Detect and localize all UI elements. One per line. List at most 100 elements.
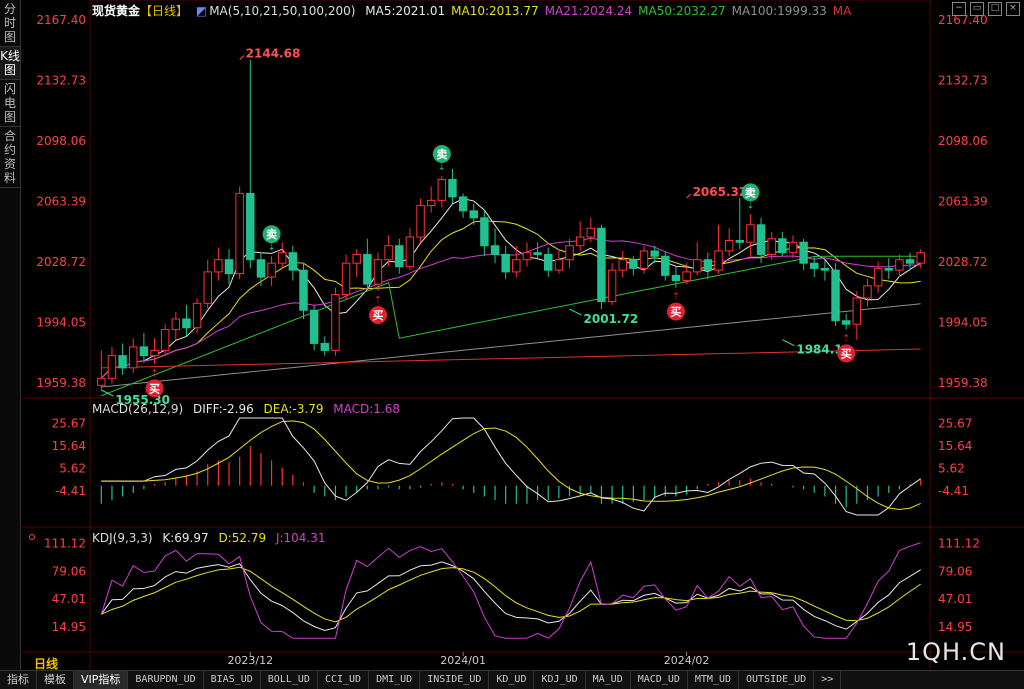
candle-body xyxy=(724,239,734,252)
chart-area[interactable]: 2167.40 2167.40 2132.73 2132.73 2098.06 2098.… xyxy=(20,0,1024,670)
candle-body xyxy=(905,259,915,264)
candle-body xyxy=(810,262,819,269)
indicator-tab-2[interactable]: VIP指标 xyxy=(74,671,129,689)
macd-diff: DIFF:-2.96 xyxy=(192,402,254,416)
sell-arrow-icon: ⇣ xyxy=(267,242,275,253)
kdj-tick-right: 14.95 xyxy=(938,620,972,634)
candle-body xyxy=(565,245,574,261)
macd-value: MACD:1.68 xyxy=(333,402,401,416)
candle-body xyxy=(863,285,872,299)
restore-icon[interactable]: ▭ xyxy=(970,2,984,16)
candle-body xyxy=(767,238,776,255)
kdj-tick-left: 79.06 xyxy=(52,564,86,578)
candle-body xyxy=(150,349,159,357)
indicator-tab-13[interactable]: MTM_UD xyxy=(688,671,739,689)
tab-flash-chart[interactable]: 闪电图 xyxy=(0,80,20,127)
indicator-tab-9[interactable]: KD_UD xyxy=(489,671,535,689)
maximize-icon[interactable]: □ xyxy=(988,2,1002,16)
ma-legend-item-1: MA10:2013.77 xyxy=(451,4,539,18)
sell-signal xyxy=(432,144,451,163)
candle-body xyxy=(692,259,702,273)
macd-tick-right: 15.64 xyxy=(938,439,972,453)
price-tick-left: 1959.38 xyxy=(36,376,86,390)
candle-body xyxy=(522,252,532,261)
candle-body xyxy=(895,259,904,271)
indicator-tab-8[interactable]: INSIDE_UD xyxy=(420,671,490,689)
window-controls: − ▭ □ × xyxy=(952,2,1020,16)
kdj-tick-right: 111.12 xyxy=(938,536,980,550)
date-label: 2023/12 xyxy=(227,654,273,667)
ma100-line xyxy=(101,303,921,388)
ma200-line xyxy=(101,348,921,369)
candle-body xyxy=(224,259,234,275)
price-tick-right: 2132.73 xyxy=(938,73,988,87)
sell-signal xyxy=(262,225,281,244)
sell-arrow-icon: ⇣ xyxy=(746,200,754,211)
ma-settings-icon[interactable]: ◩ xyxy=(195,4,208,18)
candle-body xyxy=(799,241,808,264)
sell-signal-label: 卖 xyxy=(745,185,756,199)
ma50-line xyxy=(101,255,921,397)
candle-body xyxy=(916,252,925,264)
candle-body xyxy=(714,250,723,271)
indicator-tab-7[interactable]: DMI_UD xyxy=(369,671,421,689)
candle-body xyxy=(320,342,330,351)
date-label: 2024/01 xyxy=(440,654,486,667)
price-tick-left: 2132.73 xyxy=(36,73,86,87)
tab-kline-chart[interactable]: K线图 xyxy=(0,47,20,80)
buy-signal xyxy=(145,379,164,398)
indicator-tab-4[interactable]: BIAS_UD xyxy=(204,671,261,689)
buy-arrow-icon: ⇡ xyxy=(842,333,850,344)
sidebar: 分时图 K线图 闪电图 合约资料 xyxy=(0,0,21,672)
candle-body xyxy=(501,253,510,273)
candle-body xyxy=(256,259,266,278)
indicator-tab-12[interactable]: MACD_UD xyxy=(631,671,688,689)
period-label[interactable]: 日线 xyxy=(34,657,59,671)
candle-body xyxy=(97,377,106,386)
indicator-tab-0[interactable]: 指标 xyxy=(0,671,37,689)
price-annotation: 2065.32 xyxy=(693,185,748,199)
indicator-tab-3[interactable]: BARUPDN_UD xyxy=(128,671,204,689)
watermark: 1QH.CN xyxy=(905,638,1006,666)
candle-body xyxy=(246,192,255,261)
candle-body xyxy=(575,236,585,247)
kdj-j-line xyxy=(100,542,921,639)
kdj-settings-icon xyxy=(29,534,35,540)
candle-body xyxy=(160,328,170,351)
candle-body xyxy=(703,259,713,271)
indicator-tab-5[interactable]: BOLL_UD xyxy=(261,671,318,689)
indicator-tab-15[interactable]: >> xyxy=(814,671,842,689)
tab-contract-info[interactable]: 合约资料 xyxy=(0,127,20,188)
close-icon[interactable]: × xyxy=(1006,2,1020,16)
indicator-tab-10[interactable]: KDJ_UD xyxy=(534,671,586,689)
indicator-tab-6[interactable]: CCI_UD xyxy=(318,671,370,689)
ma-legend-item-3: MA50:2032.27 xyxy=(638,4,726,18)
candle-body xyxy=(607,269,617,303)
annotation-pointer xyxy=(101,389,114,397)
candle-body xyxy=(139,346,149,357)
date-label: 2024/02 xyxy=(664,654,710,667)
minimize-icon[interactable]: − xyxy=(952,2,966,16)
macd-title: MACD(26,12,9) xyxy=(92,402,184,416)
candle-body xyxy=(841,320,851,325)
candle-body xyxy=(384,245,393,261)
indicator-tab-1[interactable]: 模板 xyxy=(37,671,74,689)
kdj-j: J:104.31 xyxy=(275,531,326,545)
candle-body xyxy=(820,267,830,271)
indicator-tab-14[interactable]: OUTSIDE_UD xyxy=(739,671,815,689)
candle-body xyxy=(458,196,468,212)
sell-signal-label: 卖 xyxy=(436,147,447,161)
tab-timeshare-chart[interactable]: 分时图 xyxy=(0,0,20,47)
candle-body xyxy=(395,245,404,268)
price-tick-right: 2098.06 xyxy=(938,134,988,148)
candle-body xyxy=(235,192,244,275)
sell-signal xyxy=(741,183,760,202)
candle-body xyxy=(192,302,202,329)
price-tick-left: 2098.06 xyxy=(36,134,86,148)
indicator-tab-11[interactable]: MA_UD xyxy=(586,671,631,689)
kdj-d-line xyxy=(101,566,921,623)
ma-legend-item-2: MA21:2024.24 xyxy=(544,4,633,18)
candle-body xyxy=(469,210,478,219)
macd-tick-left: -4.41 xyxy=(55,484,86,498)
period-tag: 【日线】 xyxy=(140,4,189,18)
